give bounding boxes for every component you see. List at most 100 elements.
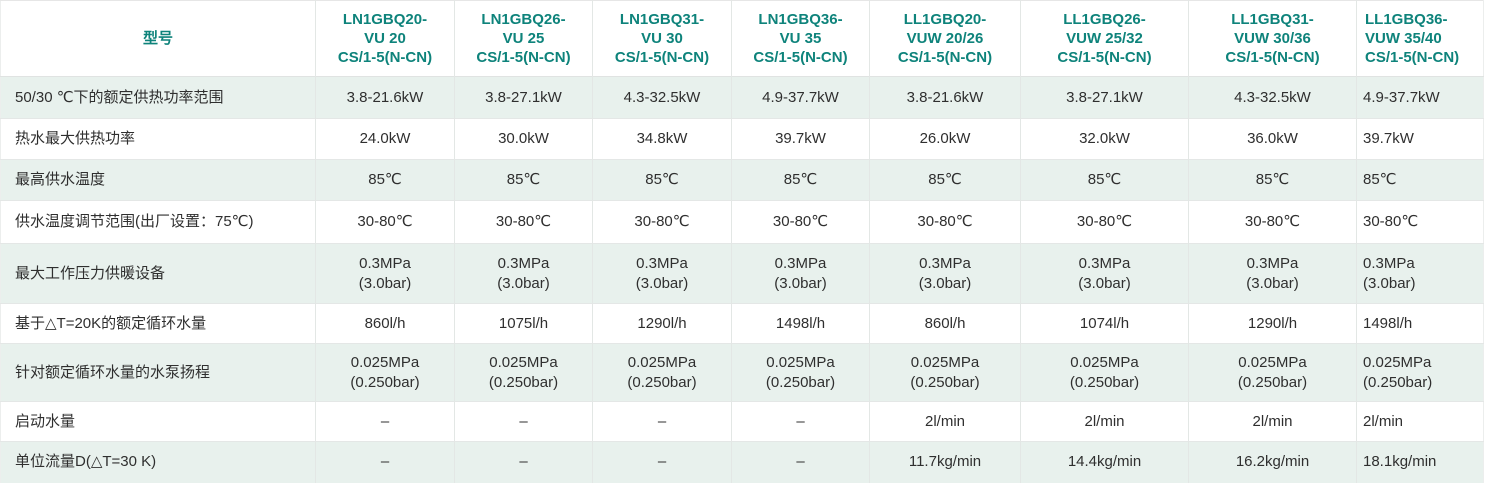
spec-cell: 2l/min [1020, 401, 1189, 442]
spec-cell: 24.0kW [315, 118, 455, 160]
spec-cell: 1290l/h [1188, 303, 1357, 344]
spec-cell: 860l/h [869, 303, 1021, 344]
spec-cell: 30-80℃ [1020, 200, 1189, 244]
spec-cell: 30-80℃ [869, 200, 1021, 244]
spec-cell: 0.025MPa (0.250bar) [1356, 343, 1484, 402]
spec-cell: – [731, 401, 870, 442]
spec-cell: 860l/h [315, 303, 455, 344]
spec-cell: 4.9-37.7kW [1356, 76, 1484, 119]
spec-cell: – [315, 441, 455, 483]
spec-cell: 0.3MPa (3.0bar) [869, 243, 1021, 304]
row-label: 最高供水温度 [0, 159, 316, 201]
spec-cell: 0.025MPa (0.250bar) [315, 343, 455, 402]
table-body: 50/30 ℃下的额定供热功率范围 3.8-21.6kW 3.8-27.1kW 4.3… [0, 76, 1484, 483]
spec-cell: 4.3-32.5kW [592, 76, 732, 119]
spec-cell: 2l/min [869, 401, 1021, 442]
model-column-title: 型号 [0, 0, 316, 77]
spec-cell: 16.2kg/min [1188, 441, 1357, 483]
row-label: 50/30 ℃下的额定供热功率范围 [0, 76, 316, 119]
spec-cell: – [592, 401, 732, 442]
spec-cell: 4.3-32.5kW [1188, 76, 1357, 119]
spec-cell: 1498l/h [1356, 303, 1484, 344]
spec-cell: 30.0kW [454, 118, 593, 160]
spec-cell: – [592, 441, 732, 483]
table-row: 针对额定循环水量的水泵扬程 0.025MPa (0.250bar) 0.025MPa… [0, 343, 1484, 402]
spec-cell: 0.3MPa (3.0bar) [454, 243, 593, 304]
spec-cell: 85℃ [1356, 159, 1484, 201]
spec-cell: 32.0kW [1020, 118, 1189, 160]
spec-cell: 34.8kW [592, 118, 732, 160]
spec-cell: 2l/min [1188, 401, 1357, 442]
column-header-model: LN1GBQ26- VU 25 CS/1-5(N-CN) [454, 0, 593, 77]
spec-cell: 1075l/h [454, 303, 593, 344]
table-row: 热水最大供热功率 24.0kW 30.0kW 34.8kW 39.7kW 26.0kW 32… [0, 118, 1484, 160]
spec-cell: 30-80℃ [731, 200, 870, 244]
spec-cell: 4.9-37.7kW [731, 76, 870, 119]
column-header-model: LL1GBQ20- VUW 20/26 CS/1-5(N-CN) [869, 0, 1021, 77]
spec-cell: 3.8-21.6kW [869, 76, 1021, 119]
spec-cell: 1290l/h [592, 303, 732, 344]
spec-cell: 0.3MPa (3.0bar) [1356, 243, 1484, 304]
spec-cell: 30-80℃ [592, 200, 732, 244]
spec-cell: 30-80℃ [454, 200, 593, 244]
row-label: 基于△T=20K的额定循环水量 [0, 303, 316, 344]
spec-cell: – [315, 401, 455, 442]
spec-cell: 0.025MPa (0.250bar) [1188, 343, 1357, 402]
spec-cell: – [731, 441, 870, 483]
table-row: 供水温度调节范围(出厂设置：75℃) 30-80℃ 30-80℃ 30-80℃ 30-8… [0, 200, 1484, 244]
table-row: 最大工作压力供暖设备 0.3MPa (3.0bar) 0.3MPa (3.0bar)… [0, 243, 1484, 304]
spec-cell: 0.3MPa (3.0bar) [315, 243, 455, 304]
spec-cell: – [454, 441, 593, 483]
table-row: 基于△T=20K的额定循环水量 860l/h 1075l/h 1290l/h 1498l… [0, 303, 1484, 344]
spec-cell: 14.4kg/min [1020, 441, 1189, 483]
spec-cell: 85℃ [869, 159, 1021, 201]
column-header-model: LL1GBQ31- VUW 30/36 CS/1-5(N-CN) [1188, 0, 1357, 77]
header-row: 型号 LN1GBQ20- VU 20 CS/1-5(N-CN) LN1GBQ26- … [0, 0, 1484, 77]
spec-cell: 3.8-21.6kW [315, 76, 455, 119]
column-header-model: LL1GBQ36- VUW 35/40 CS/1-5(N-CN) [1356, 0, 1484, 77]
row-label: 最大工作压力供暖设备 [0, 243, 316, 304]
row-label: 单位流量D(△T=30 K) [0, 441, 316, 483]
row-label: 启动水量 [0, 401, 316, 442]
spec-cell: 30-80℃ [1188, 200, 1357, 244]
spec-cell: 1498l/h [731, 303, 870, 344]
spec-cell: 0.3MPa (3.0bar) [1020, 243, 1189, 304]
column-header-model: LN1GBQ20- VU 20 CS/1-5(N-CN) [315, 0, 455, 77]
spec-cell: 85℃ [592, 159, 732, 201]
spec-cell: 0.3MPa (3.0bar) [731, 243, 870, 304]
spec-cell: 26.0kW [869, 118, 1021, 160]
spec-cell: 0.025MPa (0.250bar) [869, 343, 1021, 402]
column-header-model: LL1GBQ26- VUW 25/32 CS/1-5(N-CN) [1020, 0, 1189, 77]
spec-cell: 85℃ [454, 159, 593, 201]
spec-cell: 0.025MPa (0.250bar) [454, 343, 593, 402]
spec-cell: 1074l/h [1020, 303, 1189, 344]
spec-cell: 85℃ [1188, 159, 1357, 201]
spec-cell: 0.3MPa (3.0bar) [592, 243, 732, 304]
spec-cell: 39.7kW [1356, 118, 1484, 160]
row-label: 供水温度调节范围(出厂设置：75℃) [0, 200, 316, 244]
spec-cell: 2l/min [1356, 401, 1484, 442]
spec-cell: – [454, 401, 593, 442]
spec-cell: 0.025MPa (0.250bar) [1020, 343, 1189, 402]
spec-cell: 85℃ [1020, 159, 1189, 201]
spec-cell: 85℃ [315, 159, 455, 201]
spec-cell: 0.025MPa (0.250bar) [731, 343, 870, 402]
spec-cell: 30-80℃ [1356, 200, 1484, 244]
row-label: 热水最大供热功率 [0, 118, 316, 160]
spec-cell: 3.8-27.1kW [1020, 76, 1189, 119]
spec-cell: 3.8-27.1kW [454, 76, 593, 119]
table-row: 单位流量D(△T=30 K) – – – –11.7kg/min 14.4kg/min 16… [0, 441, 1484, 483]
table-row: 启动水量 – – – –2l/min 2l/min 2l/min 2l/min [0, 401, 1484, 442]
table-header: 型号 LN1GBQ20- VU 20 CS/1-5(N-CN) LN1GBQ26- … [0, 0, 1484, 77]
spec-cell: 0.3MPa (3.0bar) [1188, 243, 1357, 304]
spec-cell: 0.025MPa (0.250bar) [592, 343, 732, 402]
column-header-model: LN1GBQ36- VU 35 CS/1-5(N-CN) [731, 0, 870, 77]
spec-cell: 11.7kg/min [869, 441, 1021, 483]
spec-cell: 85℃ [731, 159, 870, 201]
table-row: 最高供水温度 85℃ 85℃ 85℃ 85℃ 85℃ 85℃ 85℃ 85℃ [0, 159, 1484, 201]
table-row: 50/30 ℃下的额定供热功率范围 3.8-21.6kW 3.8-27.1kW 4.3… [0, 76, 1484, 119]
spec-cell: 30-80℃ [315, 200, 455, 244]
spec-cell: 18.1kg/min [1356, 441, 1484, 483]
row-label: 针对额定循环水量的水泵扬程 [0, 343, 316, 402]
column-header-model: LN1GBQ31- VU 30 CS/1-5(N-CN) [592, 0, 732, 77]
